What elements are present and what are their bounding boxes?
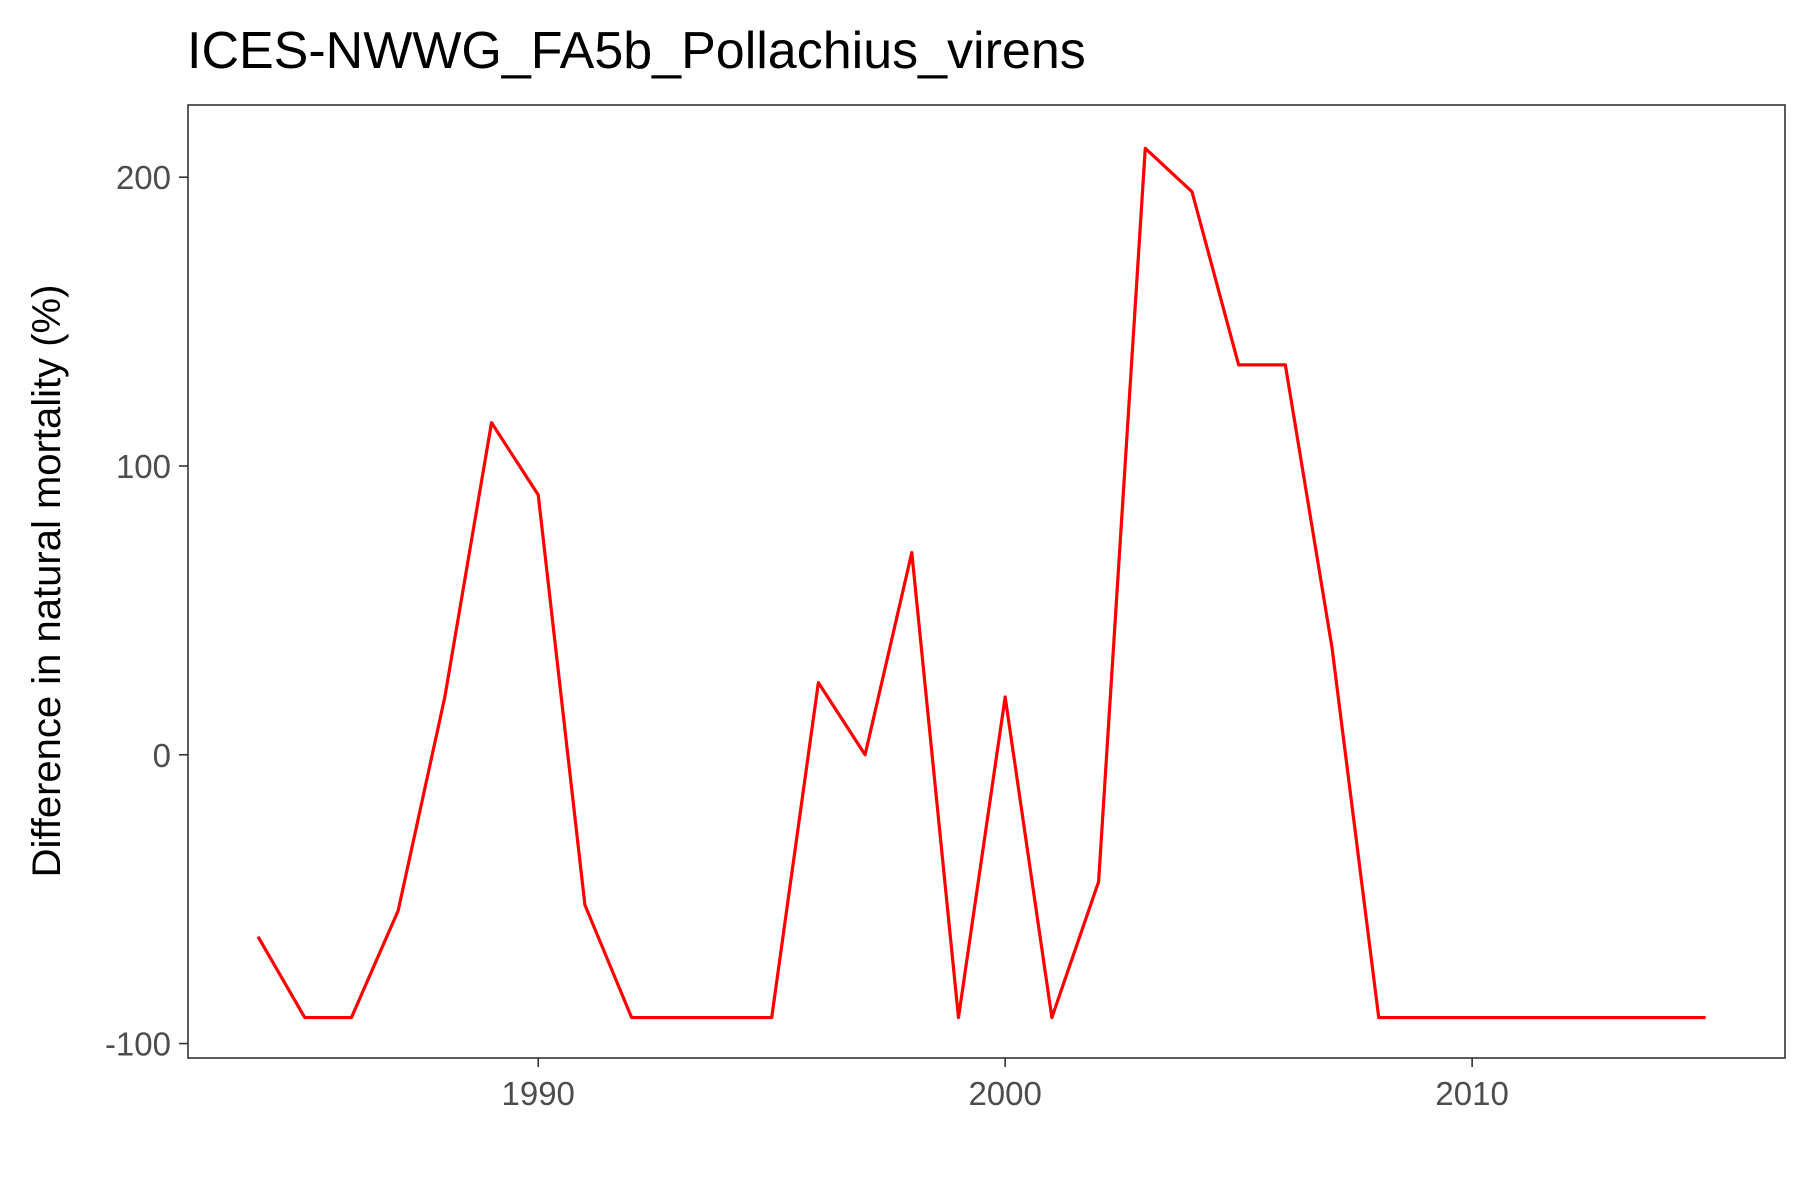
x-tick-label: 2000: [968, 1075, 1041, 1112]
plot-panel: [187, 104, 1786, 1059]
series-line: [256, 146, 1706, 1020]
y-tick-label: 200: [116, 159, 171, 196]
y-tick-label: 100: [116, 448, 171, 485]
x-tick-label: 2010: [1435, 1075, 1508, 1112]
x-tick-label: 1990: [502, 1075, 575, 1112]
y-tick-label: 0: [153, 737, 171, 774]
y-axis: -100 0 100 200: [105, 159, 188, 1063]
x-axis: 1990 2000 2010: [502, 1058, 1509, 1112]
y-axis-label: Difference in natural mortality (%): [25, 285, 69, 878]
y-tick-label: -100: [105, 1026, 171, 1063]
chart-title: ICES-NWWG_FA5b_Pollachius_virens: [187, 22, 1086, 80]
series-layer: [256, 146, 1706, 1020]
